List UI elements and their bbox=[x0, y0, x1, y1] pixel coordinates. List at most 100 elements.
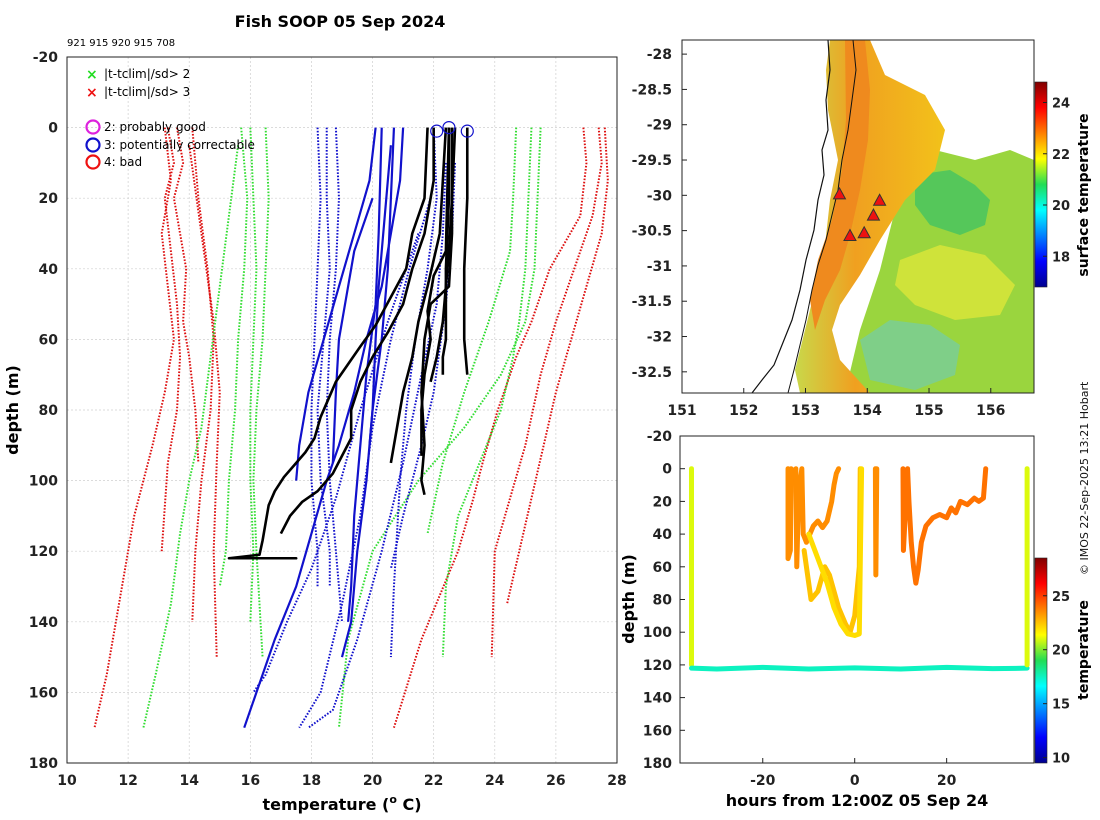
y-tick-label: 0 bbox=[48, 121, 58, 137]
depth-time-panel: -20 0 20 -20 0 20 40 60 80 100 120 140 160 180 depth … bbox=[619, 429, 1092, 810]
climatology-line-blue-7 bbox=[307, 162, 447, 729]
track-cast-a bbox=[785, 466, 794, 562]
climatology-lines bbox=[93, 127, 609, 729]
station-marker bbox=[866, 208, 881, 221]
station-marker bbox=[843, 228, 857, 242]
track-cast-c bbox=[801, 466, 863, 635]
meas-blue-5 bbox=[331, 197, 374, 463]
meas-black-1 bbox=[227, 127, 429, 560]
timeseries-x-tick-label: 0 bbox=[850, 773, 860, 789]
y-tick-label: -20 bbox=[33, 50, 59, 66]
map-y-tick-label: -28 bbox=[647, 47, 672, 63]
legend-label: 2: probably good bbox=[104, 120, 206, 134]
timeseries-y-tick-label: 20 bbox=[653, 494, 673, 510]
climatology-line-green-1 bbox=[249, 127, 258, 622]
track-cast-b bbox=[793, 466, 842, 570]
measured-blue-profiles bbox=[243, 127, 405, 729]
timeseries-y-tick-label: 60 bbox=[653, 560, 673, 576]
legend-label: |t-tclim|/sd> 2 bbox=[104, 67, 190, 81]
coastline bbox=[751, 40, 831, 393]
meas-blue-4 bbox=[295, 127, 377, 481]
timeseries-y-tick-label: 160 bbox=[643, 723, 672, 739]
sst-colorbar bbox=[1034, 81, 1048, 288]
temperature-colorbar-ticks: 10 15 20 25 bbox=[1043, 590, 1070, 767]
climatology-line-red-2 bbox=[160, 127, 182, 552]
sst-colorbar-tick-label: 20 bbox=[1052, 199, 1070, 214]
sst-green-patch bbox=[915, 170, 990, 235]
timeseries-y-tick-label: 120 bbox=[643, 658, 672, 674]
track-cast-e bbox=[872, 466, 880, 578]
depth-time-tracks bbox=[688, 466, 1030, 672]
profile-plot-area bbox=[67, 57, 617, 763]
y-tick-label: 160 bbox=[29, 685, 58, 701]
timeseries-y-tick-label: 40 bbox=[653, 527, 673, 543]
station-marker bbox=[832, 186, 847, 200]
map-y-tick-label: -30 bbox=[647, 188, 673, 204]
timeseries-y-tick-label: 0 bbox=[662, 462, 672, 478]
climatology-line-red-4 bbox=[191, 127, 215, 622]
sst-hot-core bbox=[810, 40, 870, 330]
map-y-tick-label: -32.5 bbox=[632, 365, 672, 381]
profile-title: Fish SOOP 05 Sep 2024 bbox=[235, 12, 446, 31]
map-y-tick-label: -29.5 bbox=[632, 153, 672, 169]
temperature-colorbar-tick-label: 10 bbox=[1052, 752, 1070, 767]
map-x-tick-label: 154 bbox=[853, 403, 882, 419]
legend-circle-marker bbox=[85, 154, 101, 170]
meas-black-4 bbox=[441, 127, 451, 375]
meas-blue-6 bbox=[368, 145, 392, 446]
y-tick-label: 80 bbox=[39, 403, 59, 419]
y-tick-label: 100 bbox=[29, 474, 58, 490]
map-x-tick-label: 153 bbox=[791, 403, 820, 419]
meas-black-3 bbox=[389, 127, 448, 464]
climatology-line-green-7 bbox=[426, 127, 518, 534]
track-bottom-tow bbox=[688, 664, 1030, 672]
track-cast-f bbox=[900, 466, 989, 586]
map-tick-labels: 151 152 153 154 155 156 -28 -28.5 -29 -29.5 -30 -30… bbox=[632, 47, 1006, 419]
climatology-line-green-2 bbox=[252, 127, 270, 658]
climatology-line-blue-3 bbox=[325, 127, 343, 622]
y-tick-label: 40 bbox=[39, 262, 59, 278]
legend-circle-marker bbox=[85, 119, 101, 135]
map-x-tick-label: 151 bbox=[667, 403, 696, 419]
sst-colorbar-label: surface temperature bbox=[1076, 113, 1092, 276]
climatology-line-green-3 bbox=[218, 127, 249, 587]
meas-black-5 bbox=[462, 127, 469, 375]
temperature-colorbar bbox=[1034, 557, 1048, 764]
sst-yellow-eddy bbox=[895, 245, 1015, 320]
timeseries-y-tick-label: 80 bbox=[653, 593, 673, 609]
qc-flag-circle bbox=[442, 120, 456, 135]
temperature-colorbar-label: temperature bbox=[1076, 600, 1092, 700]
timeseries-y-tick-label: 140 bbox=[643, 691, 672, 707]
legend-x-marker: × bbox=[86, 67, 98, 83]
profile-panel: Fish SOOP 05 Sep 2024 921 915 920 915 70… bbox=[3, 12, 627, 814]
profile-id-list: 921 915 920 915 708 bbox=[67, 38, 175, 49]
timeseries-xlabel: hours from 12:00Z 05 Sep 24 bbox=[726, 791, 988, 810]
shelf-contour bbox=[787, 40, 857, 393]
x-tick-label: 12 bbox=[118, 773, 137, 789]
climatology-line-green-4 bbox=[142, 145, 240, 728]
x-tick-label: 28 bbox=[607, 773, 626, 789]
climatology-line-green-6 bbox=[337, 127, 542, 728]
legend-circle-marker bbox=[85, 137, 101, 153]
y-tick-label: 20 bbox=[39, 191, 59, 207]
y-tick-label: 180 bbox=[29, 756, 58, 772]
climatology-line-red-3 bbox=[93, 127, 175, 728]
meas-black-7 bbox=[420, 127, 454, 495]
profile-xlabel-superscript: o bbox=[389, 793, 397, 806]
timeseries-x-tick-label: 20 bbox=[937, 773, 957, 789]
x-tick-label: 24 bbox=[485, 773, 505, 789]
timeseries-x-tick-label: -20 bbox=[750, 773, 776, 789]
sst-colorbar-tick-label: 18 bbox=[1052, 250, 1070, 265]
climatology-line-red-6 bbox=[392, 127, 588, 728]
legend-label: |t-tclim|/sd> 3 bbox=[104, 85, 190, 99]
y-tick-label: 140 bbox=[29, 615, 58, 631]
legend-label: 3: potentially correctable bbox=[104, 138, 255, 152]
timeseries-y-tick-label: 180 bbox=[643, 756, 672, 772]
station-marker bbox=[857, 225, 872, 239]
map-y-tick-label: -31.5 bbox=[632, 294, 672, 310]
map-y-tick-label: -29 bbox=[647, 118, 672, 134]
qc-legend: × |t-tclim|/sd> 2 × |t-tclim|/sd> 3 2: p… bbox=[85, 67, 255, 170]
meas-blue-1 bbox=[347, 127, 383, 622]
x-tick-label: 16 bbox=[241, 773, 260, 789]
